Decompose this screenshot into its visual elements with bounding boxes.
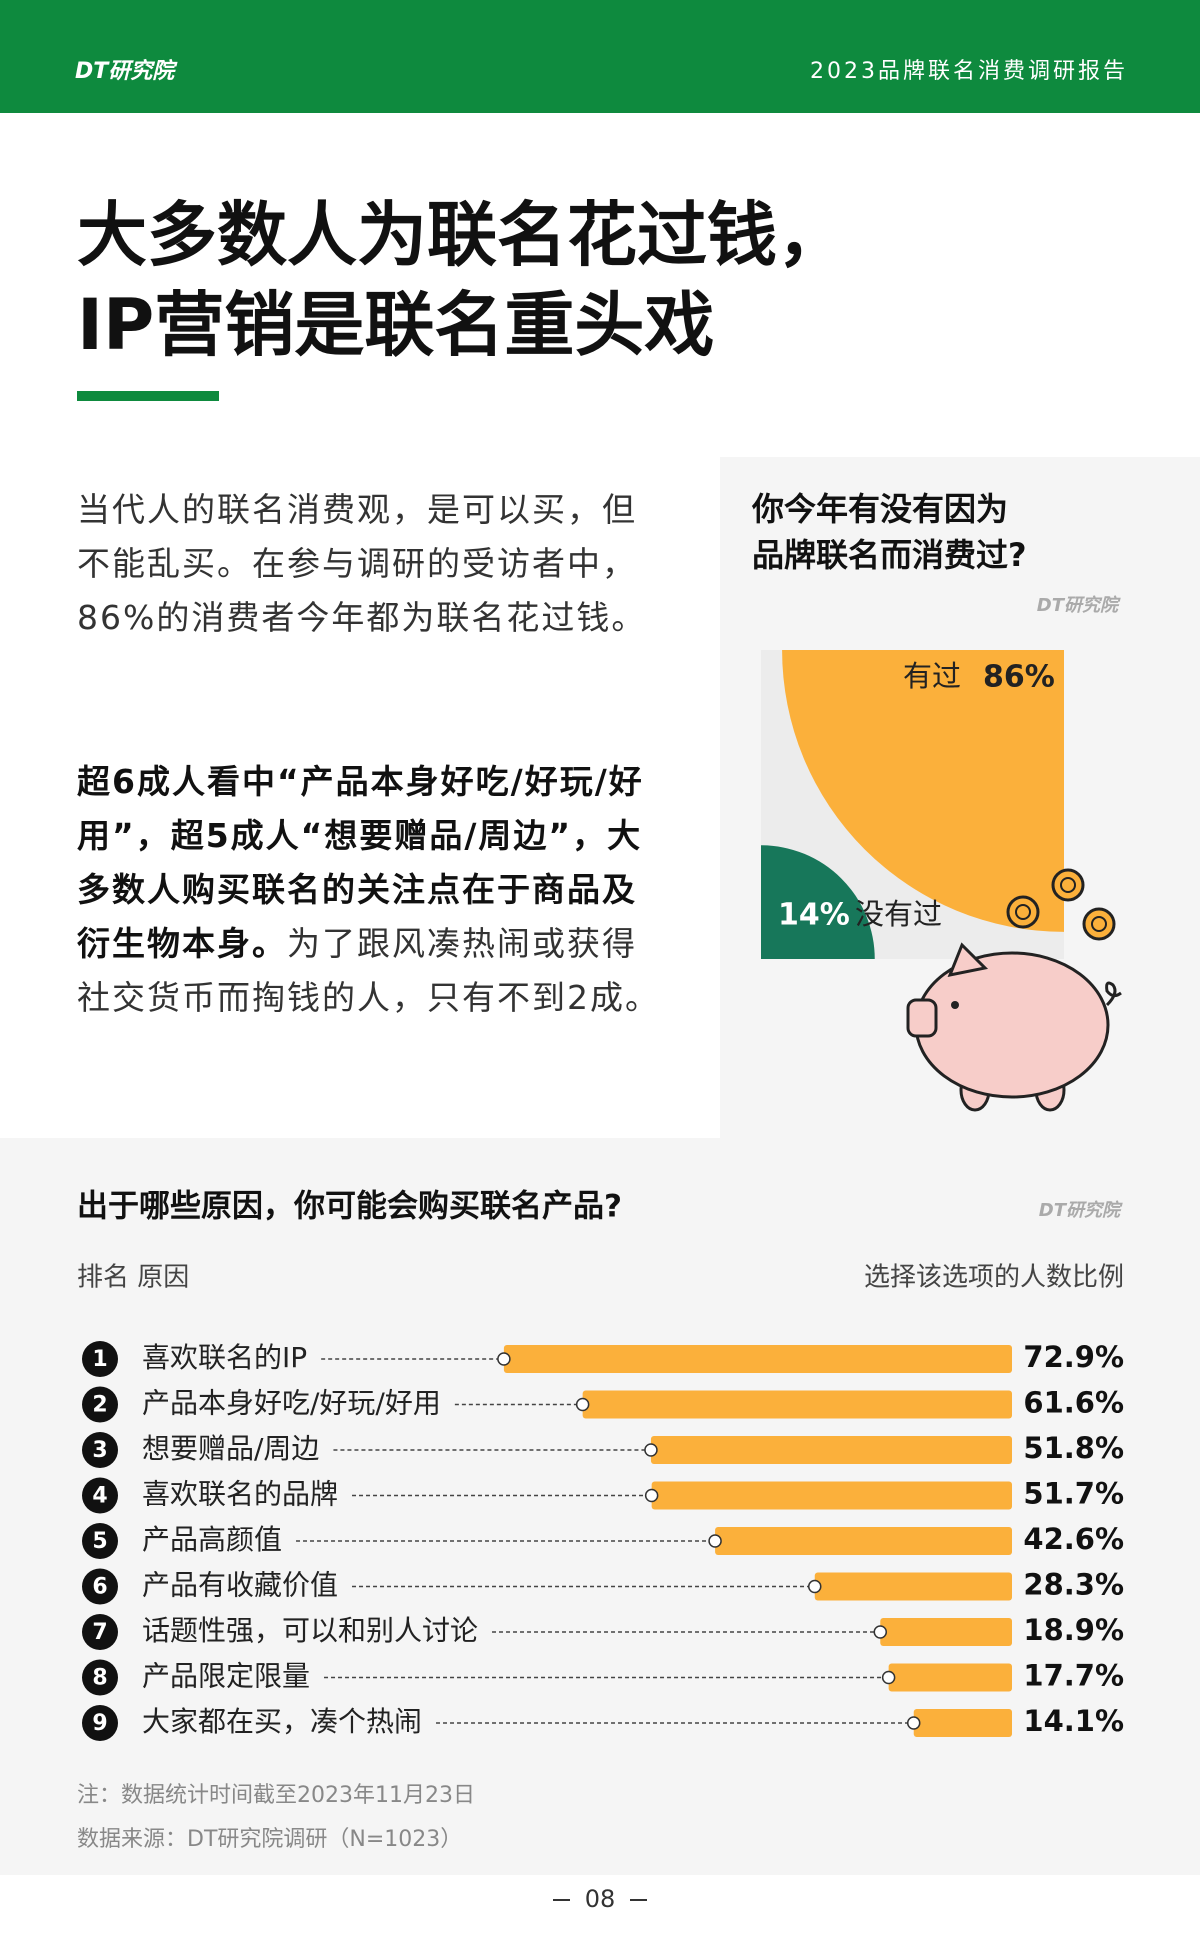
bar [814, 1572, 1012, 1601]
rank-badge [82, 1341, 118, 1377]
rank-badge [82, 1659, 118, 1696]
header-logo: DT研究院 [75, 58, 178, 84]
leader-dot [881, 1670, 896, 1685]
note: 数据来源：DT研究院调研（N=1023） [77, 1827, 462, 1852]
value-label: 42.6% [1023, 1522, 1124, 1556]
value-label: 61.6% [1023, 1386, 1124, 1420]
bar [888, 1663, 1012, 1692]
rank-number: 5 [92, 1529, 107, 1554]
paragraph: 当代人的联名消费观，是可以买，但不能乱买。在参与调研的受访者中，86%的消费者今… [77, 483, 667, 645]
leader-dot [644, 1488, 659, 1503]
category-label: 话题性强，可以和别人讨论 [142, 1614, 478, 1647]
column-header: 选择该选项的人数比例 [864, 1263, 1124, 1293]
bar [650, 1436, 1012, 1464]
rank-number: 1 [92, 1347, 107, 1372]
pig-body [914, 951, 1110, 1099]
rank-number: 6 [92, 1575, 107, 1600]
coin [1051, 868, 1085, 902]
bar [880, 1618, 1012, 1646]
title-underline [77, 391, 219, 401]
leader-dot [807, 1579, 822, 1594]
leader-dot [497, 1352, 511, 1366]
chart-title: 出于哪些原因，你可能会购买联名产品? [77, 1189, 622, 1225]
value-label: 72.9% [1023, 1340, 1124, 1374]
rank-badge [82, 1523, 118, 1559]
category-label: 产品高颜值 [142, 1523, 282, 1556]
coin [1006, 895, 1040, 929]
pie-slice [782, 650, 1064, 932]
rank-badge [82, 1614, 118, 1650]
slice-label: 有过 [903, 659, 961, 693]
paragraph-bold: 超6成人看中“产品本身好吃/好玩/好用”，超5成人“想要赠品/周边”，大多数人购… [77, 762, 644, 963]
leader-dot [575, 1397, 590, 1412]
column-header: 排名 原因 [77, 1263, 189, 1293]
rank-badge [82, 1705, 118, 1741]
coin-inner [1015, 904, 1031, 920]
rank-number: 3 [92, 1438, 107, 1463]
coin-inner [1060, 877, 1076, 893]
rank-number: 2 [92, 1393, 107, 1418]
bar [503, 1345, 1012, 1373]
page-title: 大多数人为联名花过钱， [77, 194, 847, 276]
rank-badge [82, 1432, 118, 1468]
rank-badge [82, 1568, 118, 1605]
bar [913, 1709, 1012, 1737]
leader-dot [644, 1443, 658, 1457]
rank-number: 9 [92, 1711, 107, 1736]
paragraph-text: 当代人的联名消费观，是可以买，但不能乱买。在参与调研的受访者中，86%的消费者今… [77, 490, 647, 637]
value-label: 51.7% [1023, 1477, 1124, 1511]
chart-logo: DT研究院 [1039, 1200, 1123, 1221]
header-bar [0, 0, 1200, 113]
slice-label: 没有过 [855, 897, 942, 931]
coin [1082, 907, 1116, 941]
category-label: 喜欢联名的品牌 [142, 1478, 338, 1511]
rank-number: 8 [92, 1666, 107, 1691]
rank-number: 7 [92, 1620, 107, 1645]
category-label: 想要赠品/周边 [142, 1432, 319, 1465]
slice-value: 14% [778, 898, 850, 933]
paragraph-text: 为了跟风凑热闹或获得社交货币而掏钱的人，只有不到2成。 [77, 924, 660, 1017]
value-label: 28.3% [1023, 1568, 1124, 1602]
value-label: 17.7% [1023, 1659, 1124, 1693]
pig-snout [906, 998, 938, 1038]
slice-value: 86% [983, 660, 1055, 695]
category-label: 喜欢联名的IP [142, 1341, 307, 1374]
pig-eye [951, 1001, 959, 1009]
rank-badge [82, 1386, 118, 1423]
category-label: 产品限定限量 [142, 1660, 310, 1693]
value-label: 18.9% [1023, 1613, 1124, 1647]
value-label: 14.1% [1023, 1704, 1124, 1738]
chart-logo: DT研究院 [1037, 595, 1121, 616]
chart-title: 品牌联名而消费过? [752, 536, 1027, 574]
leader-dot [906, 1716, 921, 1730]
chart-title: 你今年有没有因为 [751, 490, 1008, 528]
bar [582, 1390, 1012, 1419]
category-label: 产品有收藏价值 [142, 1569, 338, 1602]
leader-dot [873, 1625, 888, 1639]
note: 注：数据统计时间截至2023年11月23日 [77, 1783, 475, 1808]
page-title: IP营销是联名重头戏 [77, 284, 714, 366]
category-label: 产品本身好吃/好玩/好用 [142, 1387, 441, 1420]
pie-slice [761, 845, 875, 959]
bar [715, 1527, 1012, 1555]
value-label: 51.8% [1023, 1431, 1124, 1465]
pig-tail [1105, 981, 1122, 1007]
category-label: 大家都在买，凑个热闹 [142, 1705, 422, 1738]
page-number: 08 [585, 1885, 616, 1913]
header-report: 2023品牌联名消费调研报告 [810, 59, 1128, 84]
coin-inner [1091, 916, 1107, 932]
paragraph: 超6成人看中“产品本身好吃/好玩/好用”，超5成人“想要赠品/周边”，大多数人购… [77, 755, 667, 1025]
leader-dot [708, 1534, 722, 1548]
bar [651, 1481, 1012, 1510]
rank-badge [82, 1477, 118, 1514]
rank-number: 4 [92, 1484, 107, 1509]
pig-ear [947, 942, 989, 978]
